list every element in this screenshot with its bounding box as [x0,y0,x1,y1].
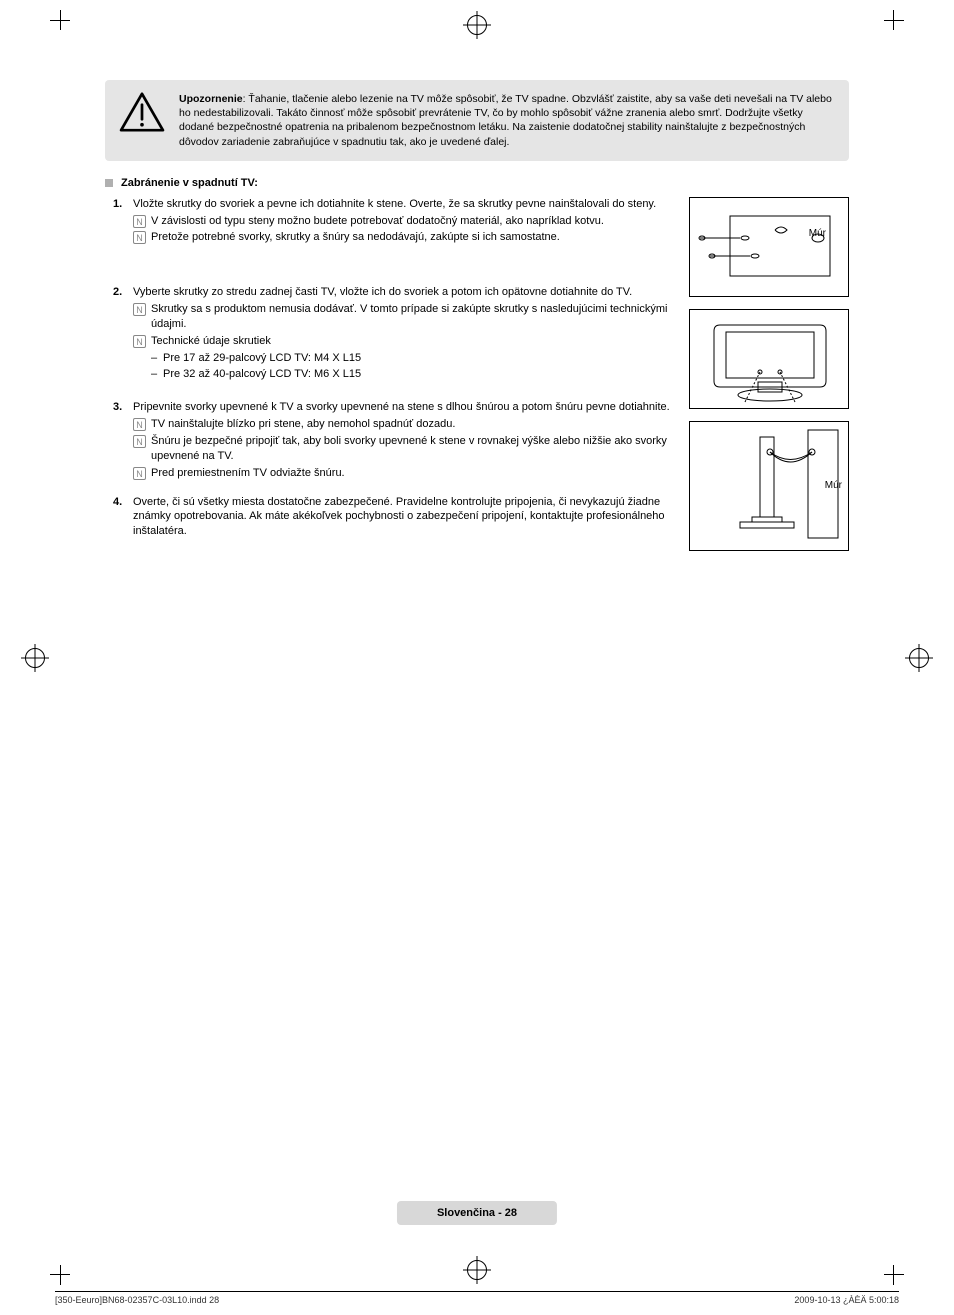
registration-mark-left [25,648,45,668]
section-heading: Zabránenie v spadnutí TV: [105,177,849,189]
note: N Šnúru je bezpečné pripojiť tak, aby bol… [133,434,675,464]
note: N Pred premiestnením TV odviažte šnúru. [133,466,675,481]
note-icon: N [133,467,146,480]
note: N Skrutky sa s produktom nemusia dodávať.… [133,302,675,332]
note-icon: N [133,231,146,244]
note-text: Pred premiestnením TV odviažte šnúru. [151,467,345,479]
step-1: Vložte skrutky do svoriek a pevne ich do… [133,197,675,246]
warning-triangle-icon [119,92,165,132]
step-3: Pripevnite svorky upevnené k TV a svorky… [133,400,675,480]
warning-label: Upozornenie [179,93,243,105]
figure-wall-anchor: Múr [689,197,849,297]
warning-box: Upozornenie: Ťahanie, tlačenie alebo lez… [105,80,849,161]
crop-corner [50,10,70,30]
step-text: Vložte skrutky do svoriek a pevne ich do… [133,198,656,210]
spec-text: Pre 32 až 40-palcový LCD TV: M6 X L15 [163,368,361,380]
figure-label: Múr [809,228,826,239]
page-footer-label: Slovenčina - 28 [397,1201,557,1225]
footline-right: 2009-10-13 ¿ÀÈÄ 5:00:18 [794,1295,899,1305]
step-text: Vyberte skrutky zo stredu zadnej časti T… [133,286,632,298]
section-title: Zabránenie v spadnutí TV: [121,177,258,189]
step-2: Vyberte skrutky zo stredu zadnej časti T… [133,285,675,382]
step-text: Overte, či sú všetky miesta dostatočne z… [133,496,665,538]
note-icon: N [133,303,146,316]
figures-column: Múr [689,197,849,563]
step-text: Pripevnite svorky upevnené k TV a svorky… [133,401,670,413]
note-icon: N [133,335,146,348]
note-icon: N [133,215,146,228]
warning-text: Upozornenie: Ťahanie, tlačenie alebo lez… [179,92,835,149]
note-icon: N [133,435,146,448]
warning-body: : Ťahanie, tlačenie alebo lezenie na TV … [179,93,832,148]
note-icon: N [133,418,146,431]
registration-mark-top [467,15,487,35]
registration-mark-right [909,648,929,668]
crop-corner [884,1265,904,1285]
bullet-square-icon [105,179,113,187]
note-text: Pretože potrebné svorky, skrutky a šnúry… [151,231,560,243]
step-4: Overte, či sú všetky miesta dostatočne z… [133,495,675,540]
note: N TV nainštalujte blízko pri stene, aby n… [133,417,675,432]
print-footline: [350-Eeuro]BN68-02357C-03L10.indd 28 200… [55,1291,899,1305]
crop-corner [50,1265,70,1285]
figure-label: Múr [825,480,842,491]
note-text: Skrutky sa s produktom nemusia dodávať. … [151,303,667,330]
note: N Technické údaje skrutiek [133,334,675,349]
page-content: Upozornenie: Ťahanie, tlačenie alebo lez… [105,80,849,1235]
spec-item: Pre 32 až 40-palcový LCD TV: M6 X L15 [133,367,675,382]
footline-left: [350-Eeuro]BN68-02357C-03L10.indd 28 [55,1295,219,1305]
instructions-column: Vložte skrutky do svoriek a pevne ich do… [105,197,675,563]
spec-item: Pre 17 až 29-palcový LCD TV: M4 X L15 [133,351,675,366]
note-text: Technické údaje skrutiek [151,335,271,347]
figure-tv-side-wall: Múr [689,421,849,551]
note-text: TV nainštalujte blízko pri stene, aby ne… [151,418,455,430]
figure-tv-back [689,309,849,409]
spec-text: Pre 17 až 29-palcový LCD TV: M4 X L15 [163,352,361,364]
note: N Pretože potrebné svorky, skrutky a šnúr… [133,230,675,245]
crop-corner [884,10,904,30]
registration-mark-bottom [467,1260,487,1280]
note-text: V závislosti od typu steny možno budete … [151,215,604,227]
note: N V závislosti od typu steny možno budete… [133,214,675,229]
note-text: Šnúru je bezpečné pripojiť tak, aby boli… [151,435,667,462]
